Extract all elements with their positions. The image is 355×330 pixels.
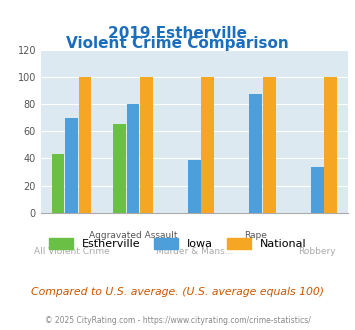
Bar	[311, 167, 324, 213]
Text: Rape: Rape	[244, 231, 267, 240]
Legend: Estherville, Iowa, National: Estherville, Iowa, National	[44, 233, 311, 253]
Bar	[65, 117, 78, 213]
Bar	[113, 124, 126, 213]
Bar	[201, 77, 214, 213]
Text: Murder & Mans...: Murder & Mans...	[156, 248, 233, 256]
Text: Robbery: Robbery	[299, 248, 336, 256]
Bar	[140, 77, 153, 213]
Text: Aggravated Assault: Aggravated Assault	[89, 231, 177, 240]
Bar	[78, 77, 92, 213]
Bar	[249, 94, 262, 213]
Text: All Violent Crime: All Violent Crime	[34, 248, 109, 256]
Text: © 2025 CityRating.com - https://www.cityrating.com/crime-statistics/: © 2025 CityRating.com - https://www.city…	[45, 316, 310, 325]
Bar	[263, 77, 276, 213]
Text: 2019 Estherville: 2019 Estherville	[108, 26, 247, 41]
Text: Violent Crime Comparison: Violent Crime Comparison	[66, 36, 289, 51]
Bar	[324, 77, 337, 213]
Bar	[126, 104, 140, 213]
Text: Compared to U.S. average. (U.S. average equals 100): Compared to U.S. average. (U.S. average …	[31, 287, 324, 297]
Bar	[51, 154, 65, 213]
Bar	[188, 160, 201, 213]
